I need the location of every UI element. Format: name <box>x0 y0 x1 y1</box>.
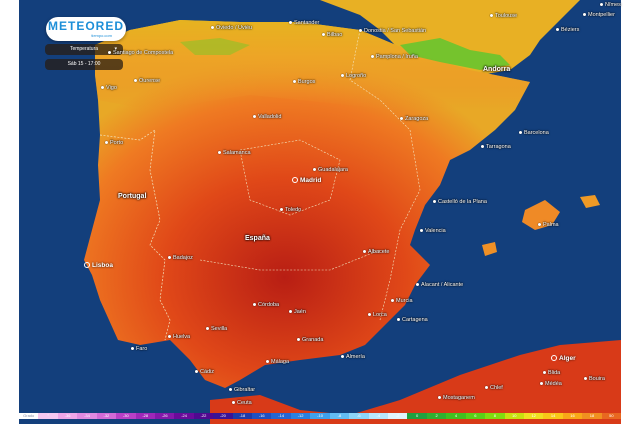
legend-cell: 16 <box>562 413 583 419</box>
city-label[interactable]: Valladolid <box>253 114 281 121</box>
city-label[interactable]: Sevilla <box>206 326 227 333</box>
legend-cell: -36 <box>57 413 78 419</box>
city-label[interactable]: Zaragoza <box>400 116 428 123</box>
time-label: Sáb 15 - 17:00 <box>67 61 101 67</box>
city-label[interactable]: Málaga <box>266 359 289 366</box>
temperature-legend: Grado ° -36 -34 -32 -30 -28 -26 -24 -22 -20 -18 -16-… <box>19 413 622 419</box>
legend-unit[interactable]: Grado <box>19 413 39 419</box>
city-label[interactable]: Pamplona / Iruña <box>371 54 418 61</box>
city-label[interactable]: Badajoz <box>168 255 193 262</box>
logo-name: METEORED <box>47 19 124 33</box>
map-layer <box>19 0 621 424</box>
legend-cell: 50 <box>601 413 622 419</box>
legend-cell: 18 <box>582 413 602 419</box>
city-label[interactable]: Porto <box>105 140 123 147</box>
legend-cell: ° <box>38 413 58 419</box>
legend-cell: -2 <box>388 413 408 419</box>
country-label: Portugal <box>118 193 147 200</box>
city-label[interactable]: Oviedo / Uviéu <box>211 25 252 32</box>
legend-cell: -34 <box>77 413 97 419</box>
legend-cell: 12 <box>523 413 544 419</box>
legend-cell: 10 <box>504 413 524 419</box>
legend-cell: -14 <box>271 413 291 419</box>
city-label[interactable]: Guadalajara <box>313 167 348 174</box>
layer-label: Temperatura <box>69 46 99 52</box>
city-label[interactable]: Gibraltar <box>229 387 255 394</box>
city-label[interactable]: Granada <box>297 337 323 344</box>
layer-selector[interactable]: Temperatura ▾ <box>45 44 123 55</box>
chevron-down-icon: ▾ <box>114 46 117 52</box>
legend-cell: -12 <box>290 413 311 419</box>
legend-cell: 2 <box>426 413 447 419</box>
city-label[interactable]: Almería <box>341 354 365 361</box>
capital-label[interactable]: Madrid <box>292 177 321 184</box>
city-label[interactable]: Mostaganem <box>438 395 475 402</box>
country-label: Andorra <box>483 66 511 73</box>
legend-cell: -6 <box>349 413 369 419</box>
city-label[interactable]: Toledo <box>280 207 301 214</box>
city-label[interactable]: Santiago de Compostela <box>108 50 173 57</box>
city-label[interactable]: Vigo <box>101 85 117 92</box>
city-label[interactable]: Logroño <box>341 73 366 80</box>
legend-cell: -10 <box>310 413 330 419</box>
city-label[interactable]: Córdoba <box>253 302 279 309</box>
legend-cell: -22 <box>193 413 214 419</box>
city-label[interactable]: Ourense <box>134 78 160 85</box>
logo-subtitle: tiempo.com <box>91 33 112 38</box>
city-label[interactable]: Donostia / San Sebastián <box>359 28 426 35</box>
city-label[interactable]: Chlef <box>485 385 503 392</box>
city-label[interactable]: Bilbao <box>322 32 342 39</box>
city-label[interactable]: Barcelona <box>519 130 549 137</box>
city-label[interactable]: Médéa <box>540 381 562 388</box>
city-label[interactable]: Alacant / Alicante <box>416 282 463 289</box>
legend-cell: 8 <box>485 413 505 419</box>
legend-cell: -26 <box>154 413 175 419</box>
legend-cell: -20 <box>213 413 233 419</box>
city-label[interactable]: Béziers <box>556 27 579 34</box>
legend-cell: -32 <box>96 413 117 419</box>
city-label[interactable]: Castelló de la Plana <box>433 199 487 206</box>
city-label[interactable]: Jaén <box>289 309 306 316</box>
legend-cell: -4 <box>368 413 389 419</box>
legend-cell: -28 <box>135 413 155 419</box>
city-label[interactable]: Cádiz <box>195 369 214 376</box>
legend-cell: -24 <box>174 413 194 419</box>
capital-label[interactable]: Alger <box>551 355 576 362</box>
city-label[interactable]: Albacete <box>363 249 389 256</box>
temperature-map[interactable] <box>19 0 621 424</box>
city-label[interactable]: Ceuta <box>232 400 252 407</box>
city-label[interactable]: Burgos <box>293 79 315 86</box>
meteored-logo[interactable]: METEORED tiempo.com <box>46 17 126 41</box>
legend-cell: -8 <box>329 413 350 419</box>
city-label[interactable]: Nîmes <box>600 2 621 9</box>
country-label: España <box>245 235 270 242</box>
city-label[interactable]: Tarragona <box>481 144 511 151</box>
legend-cell: 14 <box>543 413 563 419</box>
legend-cell: -30 <box>116 413 136 419</box>
city-label[interactable]: Blida <box>543 370 560 377</box>
city-label[interactable]: Valencia <box>420 228 446 235</box>
legend-cell: 0 <box>407 413 427 419</box>
legend-cell: 6 <box>465 413 486 419</box>
city-label[interactable]: Huelva <box>168 334 190 341</box>
city-label[interactable]: Montpellier <box>583 12 615 19</box>
city-label[interactable]: Palma <box>538 222 559 229</box>
capital-label[interactable]: Lisboa <box>84 262 113 269</box>
city-label[interactable]: Faro <box>131 346 147 353</box>
city-label[interactable]: Lorca <box>368 312 387 319</box>
legend-cell: -18 <box>232 413 253 419</box>
city-label[interactable]: Cartagena <box>397 317 428 324</box>
legend-cell: -16 <box>252 413 272 419</box>
city-label[interactable]: Murcia <box>391 298 413 305</box>
time-selector[interactable]: Sáb 15 - 17:00 <box>45 59 123 70</box>
city-label[interactable]: Santander <box>289 20 319 27</box>
city-label[interactable]: Bouira <box>584 376 605 383</box>
legend-cell: 4 <box>446 413 466 419</box>
city-label[interactable]: Salamanca <box>218 150 251 157</box>
city-label[interactable]: Toulouse <box>490 13 517 20</box>
